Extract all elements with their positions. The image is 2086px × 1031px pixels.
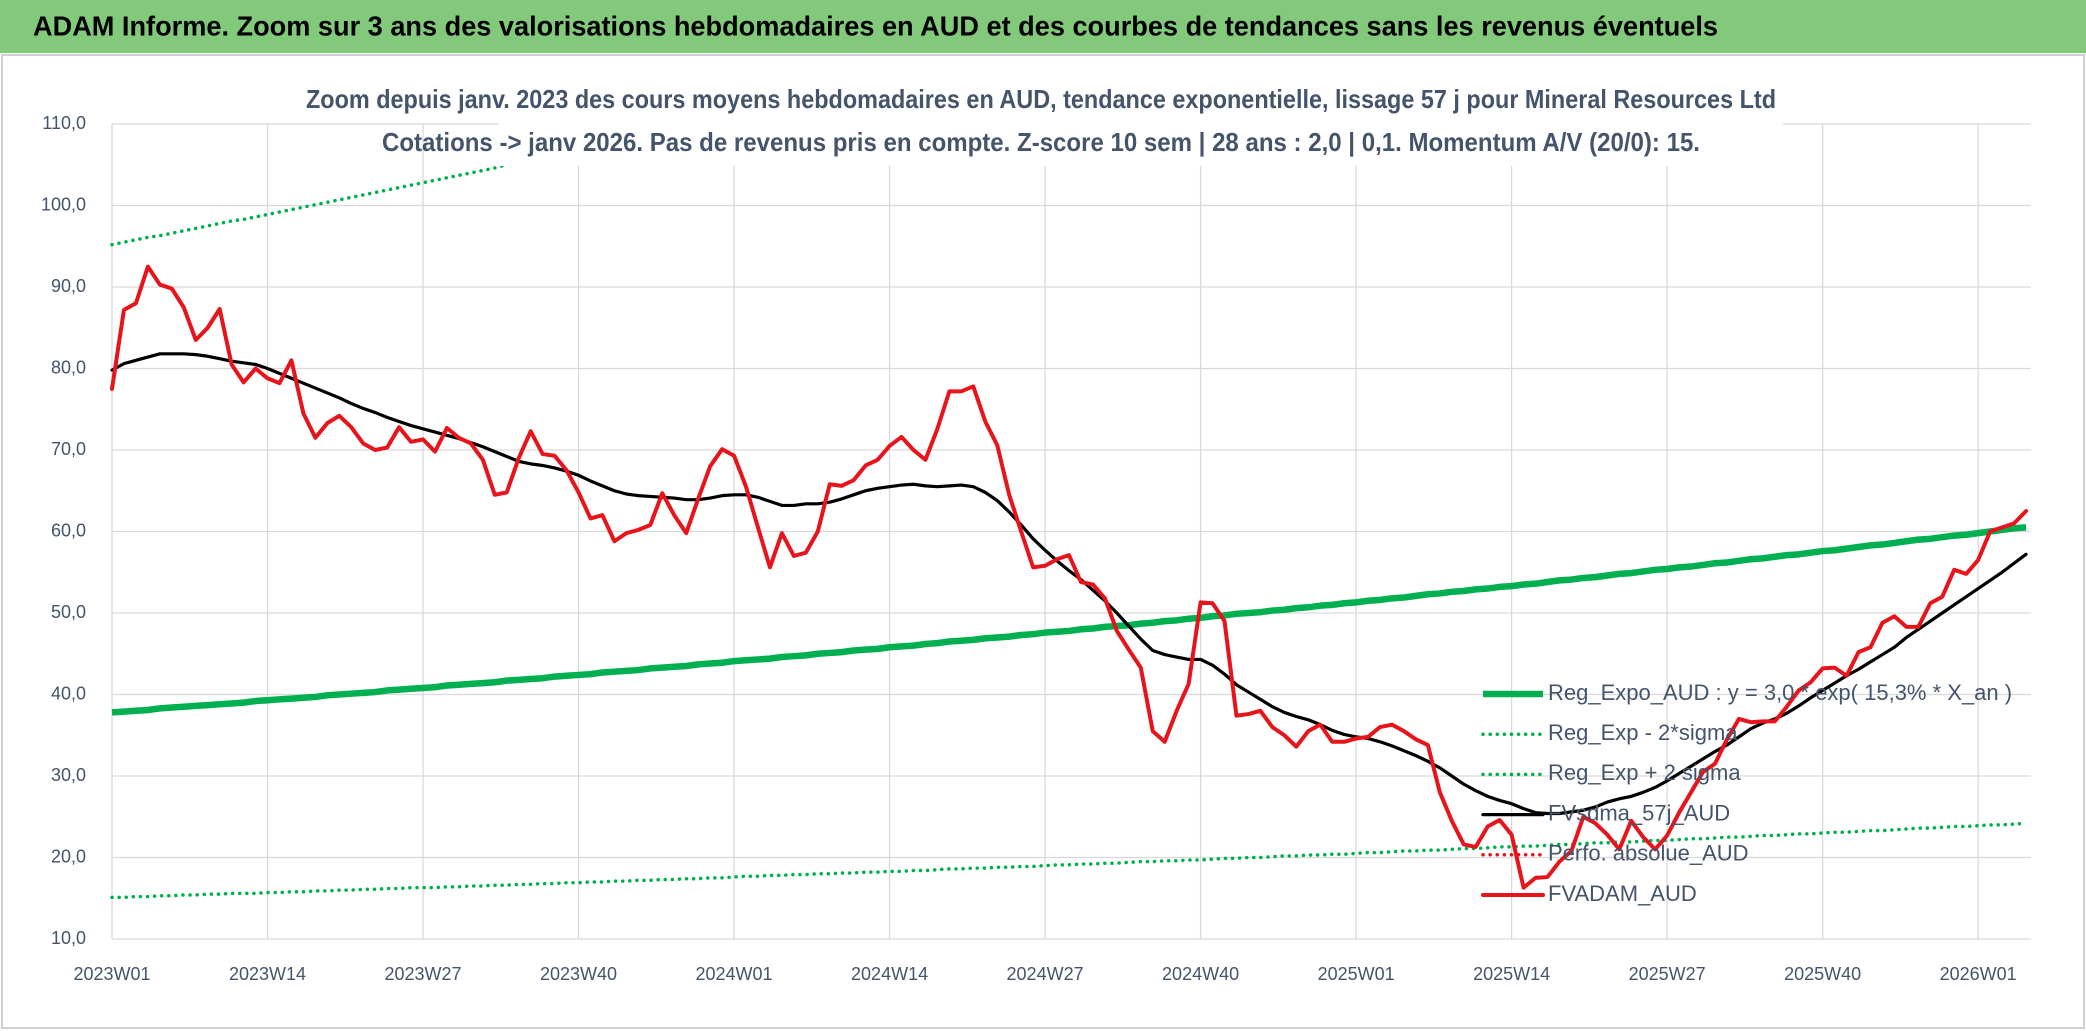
x-tick-label: 2023W27 — [384, 964, 461, 984]
y-tick-label: 40,0 — [51, 683, 86, 703]
x-tick-label: 2023W01 — [73, 964, 150, 984]
x-tick-label: 2025W27 — [1629, 964, 1706, 984]
x-tick-label: 2025W40 — [1784, 964, 1861, 984]
y-tick-label: 110,0 — [42, 113, 86, 133]
legend-label: Reg_Exp + 2 sigma — [1548, 760, 1741, 785]
y-tick-label: 50,0 — [51, 602, 86, 622]
x-tick-label: 2024W27 — [1007, 964, 1084, 984]
header-bar — [0, 0, 2086, 53]
y-tick-label: 100,0 — [41, 194, 86, 214]
y-tick-label: 20,0 — [51, 846, 86, 866]
series-line — [110, 264, 2028, 890]
chart-subtitle: Cotations -> janv 2026. Pas de revenus p… — [382, 127, 1700, 157]
chart-frame — [1, 54, 2085, 1029]
legend-label: Perfo. absolue_AUD — [1548, 841, 1749, 866]
y-tick-label: 90,0 — [51, 276, 86, 296]
x-tick-label: 2026W01 — [1940, 964, 2017, 984]
y-tick-label: 30,0 — [51, 765, 86, 785]
y-tick-label: 70,0 — [51, 439, 86, 459]
y-tick-label: 80,0 — [51, 357, 86, 377]
legend-label: FVADAM_AUD — [1548, 881, 1697, 906]
grid: 10,0 20,0 30,0 40,0 50,0 60,0 70,0 80,0 90,0 100,… — [41, 113, 2031, 984]
y-tick-label: 10,0 — [51, 928, 86, 948]
chart-title: Zoom depuis janv. 2023 des cours moyens … — [306, 84, 1776, 114]
x-tick-label: 2023W14 — [229, 964, 306, 984]
plot-area — [110, 120, 2028, 900]
legend: Reg_Expo_AUD : y = 3,0 * exp( 15,3% * X_… — [1481, 680, 2012, 906]
header-title: ADAM Informe. Zoom sur 3 ans des valoris… — [33, 10, 1718, 41]
series-line — [110, 821, 2028, 900]
x-tick-label: 2024W01 — [696, 964, 773, 984]
legend-label: FVsdma_57j_AUD — [1548, 800, 1730, 825]
series-line — [110, 352, 2028, 816]
series-line — [111, 524, 2027, 716]
y-tick-label: 60,0 — [51, 520, 86, 540]
x-tick-label: 2023W40 — [540, 964, 617, 984]
x-tick-label: 2025W01 — [1318, 964, 1395, 984]
series-line — [110, 120, 727, 247]
title-box — [499, 82, 1783, 166]
x-tick-label: 2024W14 — [851, 964, 928, 984]
legend-label: Reg_Expo_AUD : y = 3,0 * exp( 15,3% * X_… — [1548, 680, 2012, 705]
legend-label: Reg_Exp - 2*sigma — [1548, 720, 1738, 745]
x-tick-label: 2025W14 — [1473, 964, 1550, 984]
x-tick-label: 2024W40 — [1162, 964, 1239, 984]
